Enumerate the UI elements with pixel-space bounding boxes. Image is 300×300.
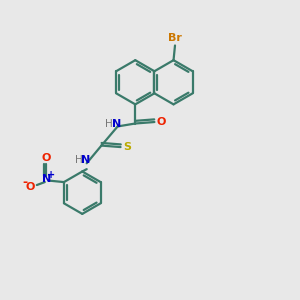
Text: H: H: [75, 155, 82, 165]
Text: O: O: [26, 182, 35, 191]
Text: +: +: [47, 170, 55, 180]
Text: N: N: [42, 174, 51, 184]
Text: N: N: [112, 119, 121, 129]
Text: O: O: [42, 153, 51, 163]
Text: S: S: [123, 142, 131, 152]
Text: -: -: [22, 176, 28, 189]
Text: H: H: [106, 119, 113, 129]
Text: Br: Br: [168, 33, 182, 43]
Text: O: O: [156, 117, 166, 127]
Text: N: N: [81, 155, 90, 165]
